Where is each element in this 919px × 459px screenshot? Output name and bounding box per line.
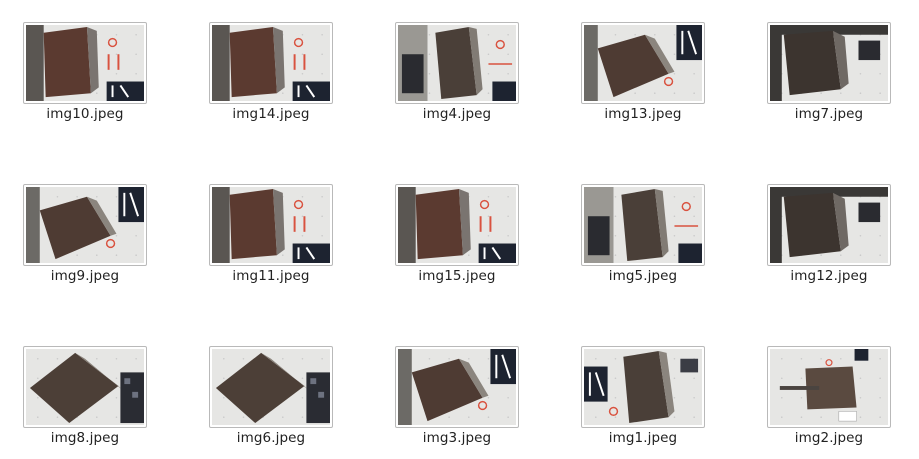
image-thumbnail-icon[interactable] [584,25,702,101]
image-thumbnail-icon[interactable] [212,25,330,101]
photo-preview [212,187,330,263]
file-name-label[interactable]: img4.jpeg [422,106,492,122]
file-name-label[interactable]: img6.jpeg [236,430,306,446]
file-item[interactable]: img2.jpeg [764,344,904,454]
image-thumbnail-icon[interactable] [770,187,888,263]
photo-preview [398,25,516,101]
image-thumbnail-icon[interactable] [26,25,144,101]
file-item[interactable]: img9.jpeg [20,182,160,292]
file-item[interactable]: img6.jpeg [206,344,346,454]
thumbnail-frame[interactable] [23,346,147,428]
file-item[interactable]: img8.jpeg [20,344,160,454]
image-thumbnail-icon[interactable] [584,187,702,263]
thumbnail-frame[interactable] [581,346,705,428]
file-name-label[interactable]: img5.jpeg [608,268,678,284]
thumbnail-frame[interactable] [767,22,891,104]
file-item[interactable]: img11.jpeg [206,182,346,292]
file-name-label[interactable]: img15.jpeg [418,268,496,284]
thumbnail-frame[interactable] [581,22,705,104]
file-item[interactable]: img7.jpeg [764,20,904,130]
file-name-label[interactable]: img12.jpeg [790,268,868,284]
thumbnail-frame[interactable] [209,184,333,266]
thumbnail-frame[interactable] [767,346,891,428]
thumbnail-frame[interactable] [23,184,147,266]
thumbnail-frame[interactable] [23,22,147,104]
photo-preview [398,349,516,425]
image-thumbnail-icon[interactable] [26,349,144,425]
image-thumbnail-icon[interactable] [398,349,516,425]
file-name-label[interactable]: img10.jpeg [46,106,124,122]
thumbnail-frame[interactable] [395,22,519,104]
image-thumbnail-icon[interactable] [26,187,144,263]
image-thumbnail-icon[interactable] [212,349,330,425]
photo-preview [26,187,144,263]
photo-preview [212,25,330,101]
file-item[interactable]: img10.jpeg [20,20,160,130]
file-item[interactable]: img5.jpeg [578,182,718,292]
photo-preview [212,349,330,425]
image-thumbnail-icon[interactable] [212,187,330,263]
file-name-label[interactable]: img3.jpeg [422,430,492,446]
image-thumbnail-icon[interactable] [770,349,888,425]
file-name-label[interactable]: img7.jpeg [794,106,864,122]
photo-preview [398,187,516,263]
thumbnail-frame[interactable] [209,22,333,104]
photo-preview [26,349,144,425]
file-name-label[interactable]: img9.jpeg [50,268,120,284]
file-item[interactable]: img3.jpeg [392,344,532,454]
photo-preview [770,25,888,101]
file-name-label[interactable]: img13.jpeg [604,106,682,122]
photo-preview [584,349,702,425]
file-item[interactable]: img13.jpeg [578,20,718,130]
photo-preview [584,187,702,263]
file-name-label[interactable]: img14.jpeg [232,106,310,122]
image-thumbnail-icon[interactable] [398,187,516,263]
thumbnail-frame[interactable] [581,184,705,266]
file-item[interactable]: img1.jpeg [578,344,718,454]
thumbnail-frame[interactable] [767,184,891,266]
photo-preview [770,349,888,425]
thumbnail-frame[interactable] [395,184,519,266]
thumbnail-frame[interactable] [209,346,333,428]
photo-preview [26,25,144,101]
file-name-label[interactable]: img2.jpeg [794,430,864,446]
file-name-label[interactable]: img1.jpeg [608,430,678,446]
photo-preview [770,187,888,263]
file-item[interactable]: img14.jpeg [206,20,346,130]
file-name-label[interactable]: img11.jpeg [232,268,310,284]
file-item[interactable]: img15.jpeg [392,182,532,292]
file-name-label[interactable]: img8.jpeg [50,430,120,446]
image-thumbnail-icon[interactable] [398,25,516,101]
image-thumbnail-icon[interactable] [770,25,888,101]
thumbnail-frame[interactable] [395,346,519,428]
photo-preview [584,25,702,101]
file-item[interactable]: img4.jpeg [392,20,532,130]
file-item[interactable]: img12.jpeg [764,182,904,292]
image-thumbnail-icon[interactable] [584,349,702,425]
